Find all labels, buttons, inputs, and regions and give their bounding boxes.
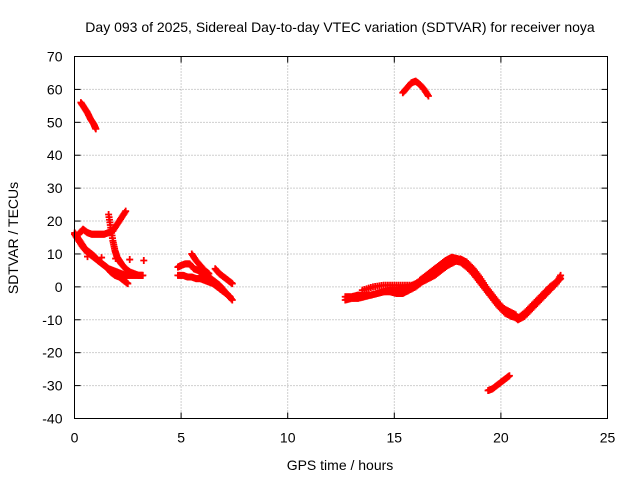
x-tick-label: 10: [280, 430, 296, 446]
y-tick-label: 60: [47, 81, 63, 97]
y-axis-title: SDTVAR / TECUs: [5, 182, 21, 294]
data-point: [126, 256, 134, 264]
data-point: [226, 293, 234, 301]
chart-title: Day 093 of 2025, Sidereal Day-to-day VTE…: [85, 19, 595, 35]
data-point: [140, 257, 148, 265]
axis-ticks: 0 5 10 15 20 25 -40 -30 -20 -10 0 10 20 30 40 50 60 70: [42, 49, 615, 446]
y-tick-label: 20: [47, 213, 63, 229]
data-point: [124, 280, 132, 288]
data-point: [84, 253, 92, 261]
y-tick-label: 10: [47, 246, 63, 262]
data-point: [205, 270, 213, 278]
series-arc-6: [84, 253, 148, 265]
series-arc-14: [416, 253, 520, 319]
y-tick-label: 40: [47, 147, 63, 163]
grid: [74, 56, 608, 419]
x-tick-label: 20: [493, 430, 509, 446]
series-arc-9: [188, 250, 213, 278]
data-point: [139, 271, 147, 279]
x-tick-label: 25: [600, 430, 616, 446]
data-point: [512, 311, 520, 319]
y-tick-label: 50: [47, 114, 63, 130]
x-tick-label: 5: [177, 430, 185, 446]
data-points: [71, 77, 565, 395]
series-arc-13: [358, 280, 424, 294]
y-tick-label: -40: [42, 411, 62, 427]
data-point: [228, 280, 236, 288]
data-point: [424, 92, 432, 100]
data-point: [112, 255, 120, 263]
data-point: [92, 125, 100, 133]
y-tick-label: 70: [47, 49, 63, 65]
plot-frame: [74, 56, 608, 419]
y-tick-label: -30: [42, 378, 62, 394]
series-arc-15: [399, 77, 432, 100]
series-arc-3: [71, 230, 147, 279]
y-tick-label: 30: [47, 180, 63, 196]
y-tick-label: 0: [55, 279, 63, 295]
series-arc-1: [77, 99, 100, 133]
series-arc-8: [174, 271, 234, 301]
x-tick-label: 15: [387, 430, 403, 446]
series-arc-16: [484, 372, 513, 395]
data-point: [122, 207, 130, 215]
y-tick-label: -20: [42, 345, 62, 361]
data-point: [505, 372, 513, 380]
series-arc-4: [75, 207, 130, 238]
data-point: [98, 254, 106, 262]
y-tick-label: -10: [42, 312, 62, 328]
series-arc-10: [211, 265, 236, 288]
data-point: [557, 271, 565, 279]
x-tick-label: 0: [71, 430, 79, 446]
x-axis-title: GPS time / hours: [287, 457, 394, 473]
